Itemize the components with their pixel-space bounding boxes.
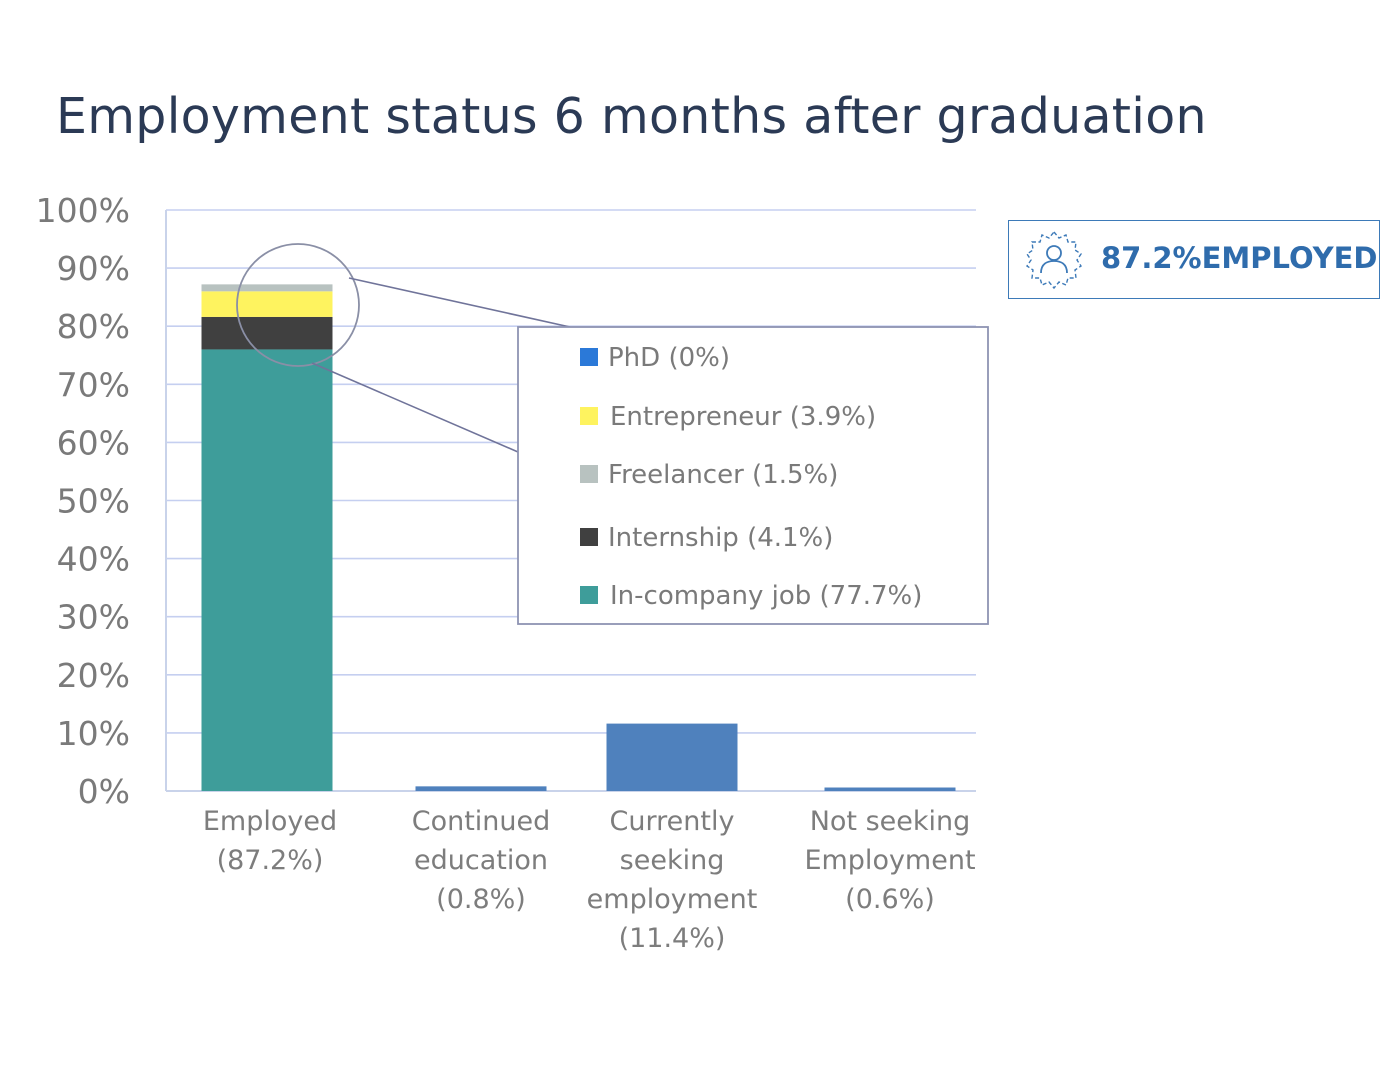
employee-gear-icon xyxy=(1026,230,1082,290)
employed-badge: 87.2%EMPLOYED xyxy=(1008,220,1380,299)
bar-continued-education xyxy=(415,786,547,791)
x-category-label: Currently seeking employment (11.4%) xyxy=(587,806,758,954)
legend-swatch xyxy=(580,407,598,425)
y-tick-label: 80% xyxy=(57,307,130,346)
legend-label: Freelancer (1.5%) xyxy=(608,460,838,490)
y-tick-label: 20% xyxy=(57,656,130,695)
legend-swatch xyxy=(580,528,598,546)
legend-label: PhD (0%) xyxy=(608,343,730,373)
chart-title: Employment status 6 months after graduat… xyxy=(56,88,1207,145)
x-category-label: Employed (87.2%) xyxy=(203,806,337,876)
x-category-label: Not seeking Employment (0.6%) xyxy=(804,806,975,915)
zoom-circle xyxy=(236,243,360,367)
x-category-line: (87.2%) xyxy=(217,845,324,876)
bar-not-seeking-employment xyxy=(824,787,956,791)
y-tick-label: 90% xyxy=(57,249,130,288)
legend-label: Entrepreneur (3.9%) xyxy=(610,402,876,432)
x-category-line: Continued xyxy=(412,806,551,837)
legend-label: In-company job (77.7%) xyxy=(610,581,922,611)
employed-badge-text: 87.2%EMPLOYED xyxy=(1101,241,1378,275)
x-category-line: (11.4%) xyxy=(619,923,726,954)
y-tick-label: 30% xyxy=(57,598,130,637)
bar-currently-seeking-employment xyxy=(606,723,738,791)
x-category-line: Not seeking xyxy=(810,806,971,837)
y-tick-label: 50% xyxy=(57,482,130,521)
callout-connector-bottom xyxy=(311,362,519,453)
x-category-line: Employment xyxy=(804,845,975,876)
callout-connector-top xyxy=(348,277,571,328)
x-category-line: (0.6%) xyxy=(845,884,935,915)
x-category-line: Currently xyxy=(610,806,735,837)
bar-segment-in-company-job xyxy=(201,349,333,791)
bar-segment-freelancer xyxy=(201,284,333,292)
x-category-line: (0.8%) xyxy=(436,884,526,915)
y-tick-label: 60% xyxy=(57,423,130,462)
x-category-line: Employed xyxy=(203,806,337,837)
legend-label: Internship (4.1%) xyxy=(608,523,833,553)
x-category-label: Continued education (0.8%) xyxy=(412,806,551,915)
y-tick-label: 70% xyxy=(57,365,130,404)
y-tick-label: 0% xyxy=(78,772,130,811)
legend-swatch xyxy=(580,348,598,366)
legend-swatch xyxy=(580,586,598,604)
x-category-line: education xyxy=(414,845,548,876)
bar-segment-internship xyxy=(201,316,333,350)
y-tick-label: 100% xyxy=(36,191,130,230)
y-tick-label: 40% xyxy=(57,540,130,579)
x-category-line: employment xyxy=(587,884,758,915)
legend-swatch xyxy=(580,465,598,483)
x-category-line: seeking xyxy=(620,845,725,876)
bar-segment-entrepreneur xyxy=(201,291,333,317)
y-tick-label: 10% xyxy=(57,714,130,753)
